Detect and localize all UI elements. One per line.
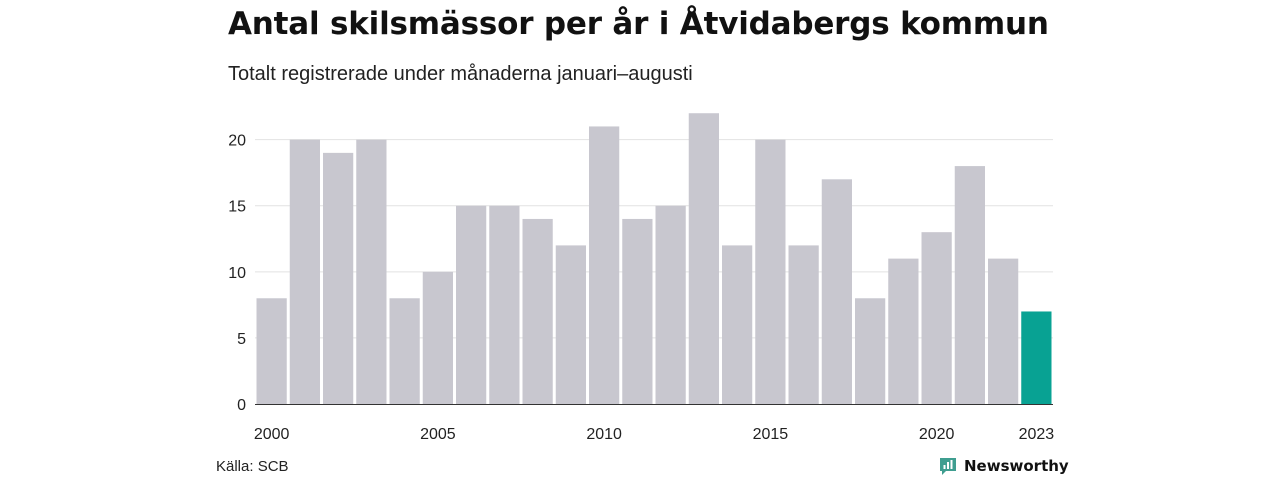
x-tick-label: 2020 [919, 426, 955, 443]
bar-2014[interactable] [722, 245, 753, 404]
bar-2017[interactable] [821, 179, 852, 404]
bars [256, 113, 1052, 405]
chart-title: Antal skilsmässor per år i Åtvidabergs k… [228, 6, 1049, 42]
y-tick-label: 15 [228, 199, 246, 216]
bar-2011[interactable] [622, 218, 653, 404]
bar-2018[interactable] [855, 298, 886, 404]
y-tick-label: 5 [237, 331, 246, 348]
bar-2013[interactable] [688, 113, 719, 404]
bar-2008[interactable] [522, 218, 553, 404]
y-tick-label: 0 [237, 397, 246, 414]
bar-2015[interactable] [755, 139, 786, 405]
bar-2009[interactable] [555, 245, 586, 404]
bar-2022[interactable] [988, 258, 1019, 404]
brand-name: Newsworthy [964, 457, 1069, 475]
bar-chart: 0 5 10 15 20 2000 2005 2010 2015 2020 2023 [228, 113, 1054, 443]
bar-2012[interactable] [655, 205, 686, 404]
bar-2020[interactable] [921, 232, 952, 404]
y-axis-ticks: 0 5 10 15 20 [228, 133, 246, 414]
bar-2007[interactable] [489, 205, 520, 404]
x-tick-label: 2000 [254, 426, 290, 443]
x-axis-ticks: 2000 2005 2010 2015 2020 2023 [254, 426, 1054, 443]
bar-2003[interactable] [356, 139, 387, 405]
bar-2019[interactable] [888, 258, 919, 404]
x-tick-label: 2023 [1019, 426, 1055, 443]
source-note: Källa: SCB [216, 458, 289, 475]
bar-2004[interactable] [389, 298, 420, 404]
bar-2021[interactable] [954, 166, 985, 404]
bar-2010[interactable] [589, 126, 620, 404]
bar-2016[interactable] [788, 245, 819, 404]
y-tick-label: 10 [228, 265, 246, 282]
x-tick-label: 2010 [586, 426, 622, 443]
bar-2005[interactable] [422, 271, 453, 404]
bar-2006[interactable] [456, 205, 487, 404]
x-tick-label: 2005 [420, 426, 456, 443]
chart-subtitle: Totalt registrerade under månaderna janu… [228, 63, 693, 85]
bar-2001[interactable] [289, 139, 320, 405]
bar-2000[interactable] [256, 298, 287, 404]
x-tick-label: 2015 [753, 426, 789, 443]
bar-2002[interactable] [323, 152, 354, 404]
bar-2023[interactable] [1021, 311, 1052, 404]
y-tick-label: 20 [228, 133, 246, 150]
gridlines [255, 139, 1053, 339]
newsworthy-logo-icon [940, 458, 956, 475]
brand-logo[interactable]: Newsworthy [938, 456, 1069, 476]
